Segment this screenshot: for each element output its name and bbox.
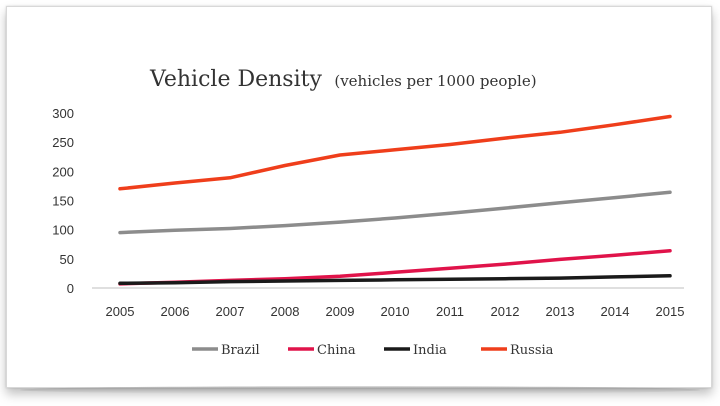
x-tick-label: 2011 [436,304,464,319]
series-lines [118,114,672,286]
x-tick-label: 2014 [601,304,630,319]
y-tick-label: 50 [60,252,74,267]
legend: Brazil China India Russia [192,343,554,358]
legend-label-brazil: Brazil [221,343,260,358]
chart-frame [6,6,712,388]
x-axis-ticks: 2005 2006 2007 2008 2009 2010 2011 2012 2013 2014… [106,304,685,319]
y-tick-label: 200 [52,164,74,179]
y-tick-label: 300 [52,106,74,121]
legend-label-russia: Russia [510,343,554,358]
x-tick-label: 2005 [106,304,135,319]
legend-label-india: India [413,343,447,358]
y-axis-ticks: 0 50 100 150 200 250 300 [52,106,74,296]
x-tick-label: 2015 [656,304,685,319]
x-tick-label: 2010 [381,304,410,319]
y-tick-label: 100 [52,223,74,238]
series-line-india [118,274,672,286]
chart-subtitle: (vehicles per 1000 people) [334,72,536,90]
x-tick-label: 2013 [546,304,575,319]
x-tick-label: 2006 [161,304,190,319]
series-line-brazil [118,190,672,235]
x-tick-label: 2008 [271,304,300,319]
x-tick-label: 2012 [491,304,520,319]
x-tick-label: 2009 [326,304,355,319]
series-line-russia [118,114,672,191]
frame-shadow [20,386,700,394]
y-tick-label: 0 [67,281,74,296]
y-tick-label: 150 [52,194,74,209]
legend-label-china: China [317,343,356,358]
x-tick-label: 2007 [216,304,245,319]
chart-title-main: Vehicle Density [149,67,322,92]
y-tick-label: 250 [52,135,74,150]
chart-title: Vehicle Density (vehicles per 1000 peopl… [149,67,537,92]
